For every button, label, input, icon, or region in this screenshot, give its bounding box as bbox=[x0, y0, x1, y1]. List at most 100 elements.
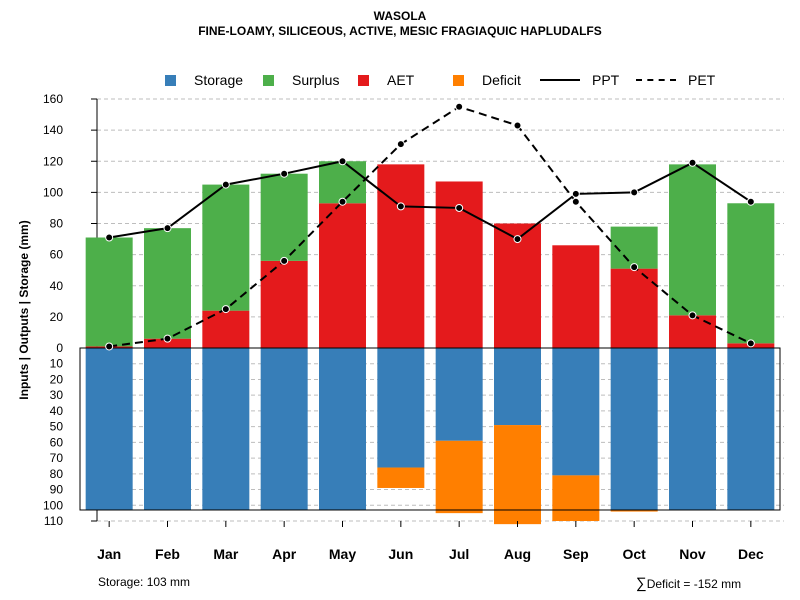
y-tick-label-upper: 160 bbox=[43, 92, 63, 106]
legend-swatch-deficit bbox=[453, 74, 464, 86]
bar-aet-sep bbox=[552, 245, 600, 348]
y-tick-label-lower: 20 bbox=[50, 372, 64, 386]
y-tick-label-upper: 20 bbox=[50, 310, 64, 324]
legend-label-pet: PET bbox=[688, 72, 716, 88]
bar-storage-jan bbox=[85, 348, 133, 510]
x-tick-label-sep: Sep bbox=[563, 546, 589, 562]
pet-point-sep bbox=[571, 197, 580, 206]
pet-point-nov bbox=[688, 311, 697, 320]
deficit-footnote: ∑Deficit = -152 mm bbox=[636, 575, 741, 592]
storage-capacity-box bbox=[79, 347, 781, 511]
pet-point-feb bbox=[163, 334, 172, 343]
legend-label-aet: AET bbox=[387, 72, 415, 88]
bar-storage-aug bbox=[494, 348, 541, 426]
bar-aet-may bbox=[319, 203, 366, 348]
ppt-point-aug bbox=[513, 235, 522, 244]
pet-point-jun bbox=[396, 140, 405, 149]
legend-item-ppt: PPT bbox=[540, 70, 619, 90]
y-tick-label-lower: 100 bbox=[43, 498, 63, 512]
bar-surplus-oct bbox=[610, 226, 658, 269]
y-axis-label: Inputs | Outputs | Storage (mm) bbox=[17, 220, 31, 399]
pet-point-mar bbox=[221, 305, 230, 314]
pet-point-jan bbox=[105, 342, 114, 351]
x-tick-label-apr: Apr bbox=[272, 546, 297, 562]
ppt-point-dec bbox=[746, 197, 755, 206]
x-tick-label-mar: Mar bbox=[213, 546, 238, 562]
pet-point-dec bbox=[746, 339, 755, 348]
bar-aet-aug bbox=[494, 223, 541, 348]
y-tick-label-upper: 60 bbox=[50, 248, 64, 262]
bar-deficit-sep bbox=[552, 475, 600, 521]
bar-aet-oct bbox=[610, 268, 658, 348]
legend-line-ppt bbox=[540, 79, 580, 81]
legend-line-pet bbox=[636, 79, 676, 81]
x-tick-label-jul: Jul bbox=[449, 546, 469, 562]
bar-surplus-apr bbox=[260, 173, 308, 261]
chart-subtitle: FINE-LOAMY, SILICEOUS, ACTIVE, MESIC FRA… bbox=[198, 24, 602, 38]
ppt-point-mar bbox=[221, 180, 230, 189]
x-tick-label-aug: Aug bbox=[504, 546, 531, 562]
x-tick-label-may: May bbox=[329, 546, 356, 562]
bar-storage-nov bbox=[669, 348, 716, 510]
y-tick-label-lower: 30 bbox=[50, 388, 64, 402]
bar-aet-nov bbox=[669, 315, 716, 348]
y-tick-label-upper: 80 bbox=[50, 217, 64, 231]
bar-surplus-nov bbox=[669, 164, 716, 316]
pet-point-aug bbox=[513, 121, 522, 130]
bar-deficit-aug bbox=[494, 425, 541, 525]
ppt-point-feb bbox=[163, 224, 172, 233]
y-tick-label-lower: 60 bbox=[50, 435, 64, 449]
legend-item-pet: PET bbox=[636, 70, 715, 90]
x-tick-label-feb: Feb bbox=[155, 546, 180, 562]
bar-aet-apr bbox=[260, 260, 308, 348]
y-tick-label-lower: 40 bbox=[50, 404, 64, 418]
x-tick-label-jun: Jun bbox=[388, 546, 413, 562]
bar-storage-dec bbox=[727, 348, 775, 510]
x-tick-label-jan: Jan bbox=[97, 546, 121, 562]
storage-footnote: Storage: 103 mm bbox=[98, 575, 191, 589]
ppt-line bbox=[109, 160, 752, 241]
pet-point-may bbox=[338, 197, 347, 206]
x-tick-label-oct: Oct bbox=[622, 546, 646, 562]
pet-point-apr bbox=[280, 256, 289, 265]
legend-label-deficit: Deficit bbox=[482, 72, 521, 88]
x-tick-label-dec: Dec bbox=[738, 546, 764, 562]
legend-label-storage: Storage bbox=[194, 72, 244, 88]
y-tick-label-lower: 10 bbox=[50, 357, 64, 371]
y-tick-label-upper: 120 bbox=[43, 154, 63, 168]
ppt-point-jun bbox=[396, 202, 405, 211]
bar-surplus-jan bbox=[85, 237, 133, 347]
bar-aet-jun bbox=[377, 164, 425, 348]
y-tick-label-upper: 0 bbox=[56, 341, 63, 355]
sum-symbol: ∑ bbox=[636, 575, 647, 592]
ppt-point-may bbox=[338, 157, 347, 166]
ppt-point-oct bbox=[630, 188, 639, 197]
ppt-point-apr bbox=[280, 169, 289, 178]
legend-swatch-storage bbox=[165, 74, 176, 86]
legend-item-aet: AET bbox=[358, 70, 414, 90]
bar-storage-apr bbox=[260, 348, 308, 510]
bar-aet-mar bbox=[202, 310, 250, 348]
legend-swatch-aet bbox=[358, 74, 369, 86]
legend-item-deficit: Deficit bbox=[453, 70, 521, 90]
y-tick-label-lower: 50 bbox=[50, 420, 64, 434]
ppt-point-nov bbox=[688, 158, 697, 167]
y-tick-label-lower: 90 bbox=[50, 483, 64, 497]
bar-storage-mar bbox=[202, 348, 250, 510]
bar-deficit-jul bbox=[435, 440, 483, 514]
bar-deficit-jun bbox=[377, 467, 425, 488]
legend-label-surplus: Surplus bbox=[292, 72, 340, 88]
bar-storage-feb bbox=[144, 348, 191, 510]
legend-item-storage: Storage bbox=[165, 70, 243, 90]
y-tick-label-upper: 100 bbox=[43, 185, 63, 199]
ppt-point-jan bbox=[105, 233, 114, 242]
ppt-point-jul bbox=[455, 203, 464, 212]
chart-title: WASOLA bbox=[373, 9, 427, 23]
y-tick-label-lower: 80 bbox=[50, 467, 64, 481]
deficit-footnote-text: Deficit = -152 mm bbox=[646, 577, 742, 591]
y-tick-label-upper: 40 bbox=[50, 279, 64, 293]
y-tick-label-lower: 70 bbox=[50, 451, 64, 465]
x-tick-label-nov: Nov bbox=[679, 546, 706, 562]
bar-storage-oct bbox=[610, 348, 658, 510]
bar-surplus-may bbox=[319, 161, 366, 204]
